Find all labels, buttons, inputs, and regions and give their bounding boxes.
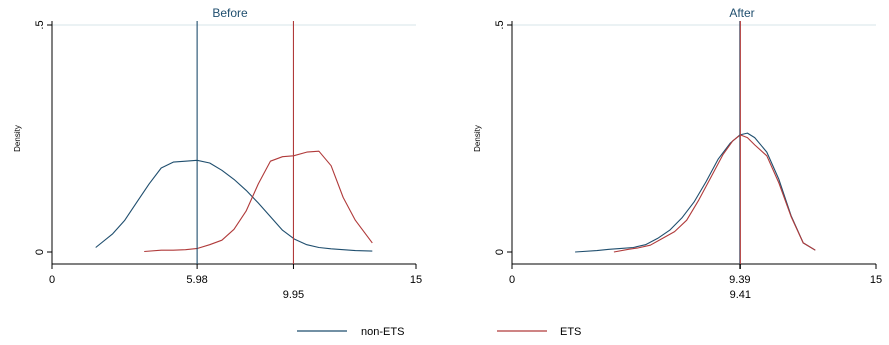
mean-label: 5.98 [186, 274, 207, 286]
x-tick-label: 0 [509, 274, 515, 286]
density-curve-non-ets [95, 159, 373, 252]
density-curve-non-ets [575, 132, 816, 253]
chart-title: After [729, 6, 754, 20]
chart-title: Before [212, 6, 248, 20]
x-tick-label: 15 [870, 274, 882, 286]
y-tick-label: 0 [34, 249, 46, 255]
legend-label: ETS [560, 326, 581, 338]
panel-after: After 0 .5 Density 0 15 9.39 9.41 [473, 6, 882, 301]
y-tick-label: .5 [34, 20, 46, 29]
legend-label: non-ETS [361, 326, 404, 338]
y-tick-label: .5 [494, 20, 506, 29]
y-tick-label: 0 [494, 249, 506, 255]
legend-item-non-ets: non-ETS [297, 326, 404, 338]
legend-item-ets: ETS [497, 326, 581, 338]
density-curve-ets [144, 150, 373, 253]
y-axis-label: Density [473, 125, 482, 152]
density-curve-ets [613, 134, 816, 253]
panel-before: Before 0 .5 Density 0 15 5.98 9.95 [13, 6, 422, 301]
mean-label: 9.95 [283, 289, 304, 301]
mean-label: 9.41 [730, 289, 751, 301]
x-tick-label: 0 [49, 274, 55, 286]
x-tick-label: 15 [410, 274, 422, 286]
legend: non-ETS ETS [297, 326, 581, 338]
y-axis-label: Density [13, 125, 22, 152]
mean-label: 9.39 [729, 274, 750, 286]
